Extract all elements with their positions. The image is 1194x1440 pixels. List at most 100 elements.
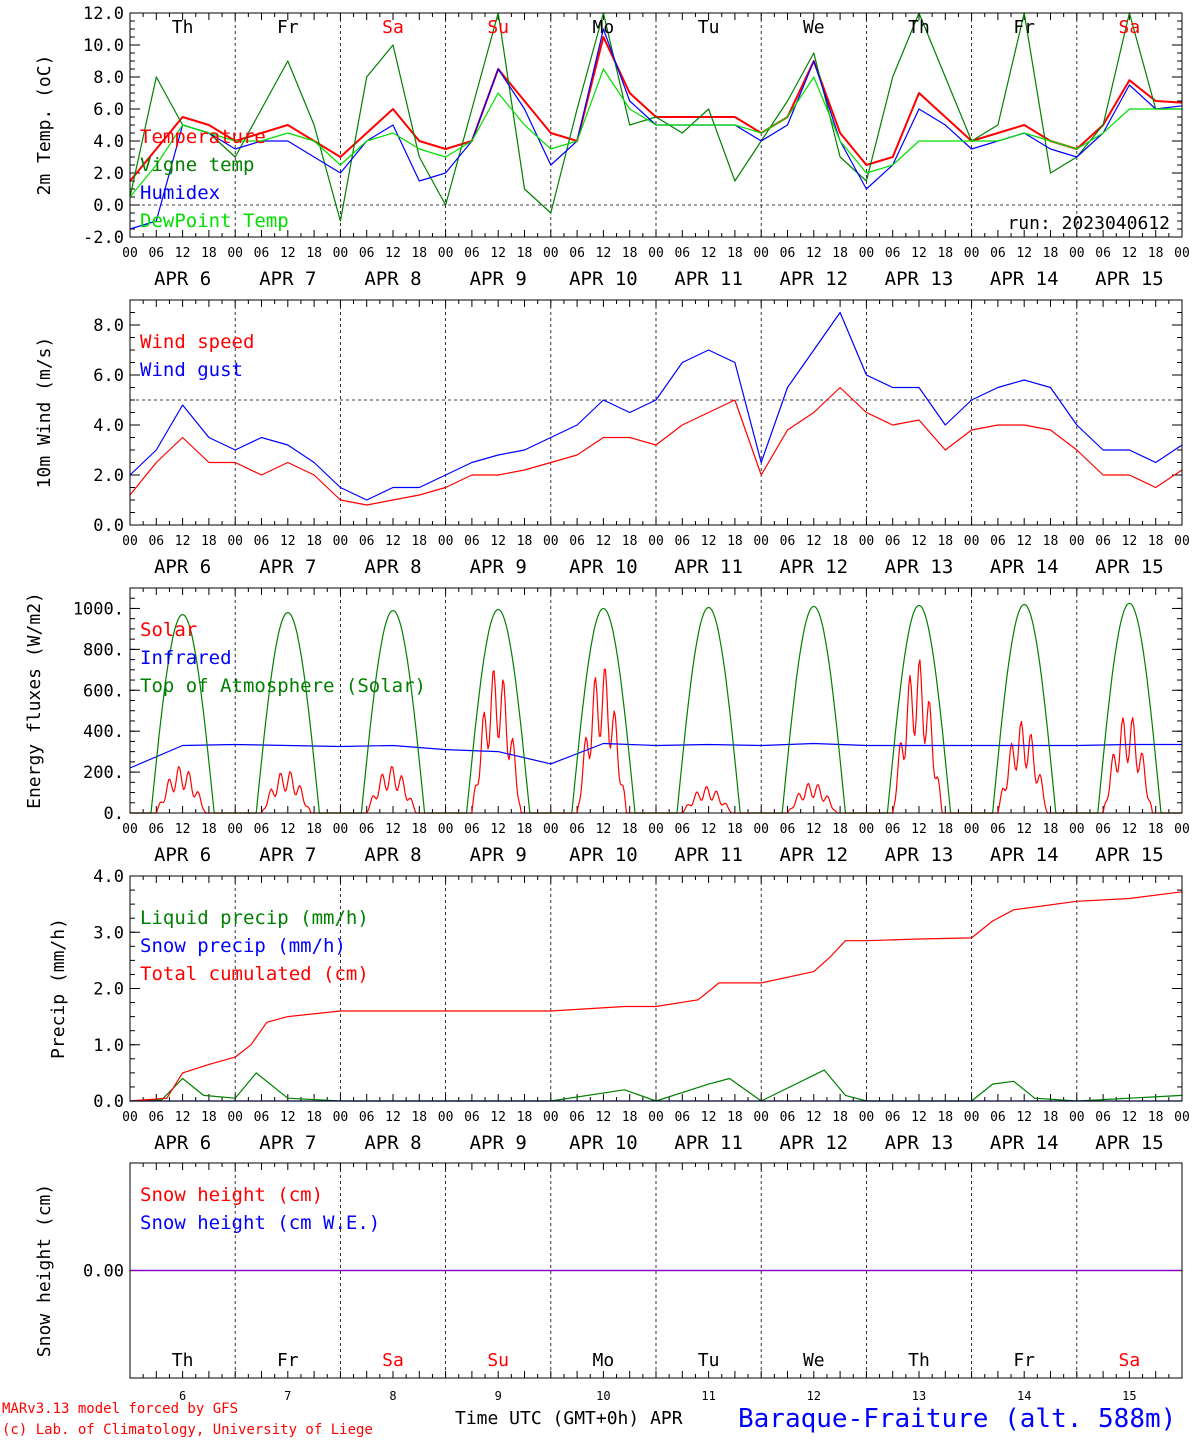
hour-tick-label: 00 xyxy=(438,246,454,261)
date-label: APR 12 xyxy=(779,844,848,866)
hour-tick-label: 00 xyxy=(964,1110,980,1125)
hour-tick-label: 12 xyxy=(596,822,612,837)
hour-tick-label: 00 xyxy=(333,246,349,261)
hour-tick-label: 06 xyxy=(780,822,796,837)
day-of-week-label: We xyxy=(803,17,825,38)
hour-tick-label: 18 xyxy=(832,534,848,549)
hour-tick-label: 18 xyxy=(1043,246,1059,261)
hour-tick-label: 00 xyxy=(438,534,454,549)
hour-tick-label: 06 xyxy=(569,246,585,261)
day-number-label: 6 xyxy=(179,1389,186,1403)
series-line xyxy=(129,311,1183,501)
series-line xyxy=(129,386,1183,506)
hour-tick-label: 00 xyxy=(753,822,769,837)
hour-tick-label: 06 xyxy=(674,822,690,837)
legend-entry: Top of Atmosphere (Solar) xyxy=(140,675,426,697)
hour-tick-label: 06 xyxy=(254,246,270,261)
panel-4: 0.0 1.0 2.0 3.0 4.0 Precip (mm/h) Liquid preci… xyxy=(48,867,1190,1154)
hour-tick-label: 06 xyxy=(674,246,690,261)
hour-tick-label: 12 xyxy=(806,246,822,261)
hour-tick-label: 06 xyxy=(674,1110,690,1125)
day-of-week-label: Su xyxy=(487,1350,509,1371)
hour-tick-label: 12 xyxy=(280,534,296,549)
hour-tick-label: 12 xyxy=(911,1110,927,1125)
hour-tick-label: 12 xyxy=(701,246,717,261)
hour-tick-label: 18 xyxy=(727,1110,743,1125)
y-tick-label: 1.0 xyxy=(93,1036,124,1056)
hour-tick-label: 06 xyxy=(990,1110,1006,1125)
hour-tick-label: 06 xyxy=(990,822,1006,837)
day-of-week-label: Tu xyxy=(698,17,720,38)
day-number-label: 7 xyxy=(284,1389,291,1403)
hour-tick-label: 12 xyxy=(175,246,191,261)
hour-tick-label: 12 xyxy=(385,534,401,549)
hour-tick-label: 18 xyxy=(306,822,322,837)
panel-2: 0.0 2.0 4.0 6.0 8.0 10m Wind (m/s) Wind speed W… xyxy=(34,299,1190,578)
day-of-week-label: We xyxy=(803,1350,825,1371)
date-label: APR 7 xyxy=(259,268,316,290)
hour-tick-label: 12 xyxy=(490,822,506,837)
series-line xyxy=(129,68,1182,198)
date-label: APR 13 xyxy=(885,1132,954,1154)
day-of-week-label: Sa xyxy=(1119,1350,1141,1371)
hour-tick-label: 06 xyxy=(254,534,270,549)
hour-tick-label: 18 xyxy=(1148,822,1164,837)
y-tick-label: 2.0 xyxy=(93,164,124,184)
y-tick-label: 0. xyxy=(104,804,124,824)
hour-tick-label: 06 xyxy=(254,822,270,837)
hour-tick-label: 12 xyxy=(701,534,717,549)
y-axis-label: Precip (mm/h) xyxy=(48,918,69,1059)
hour-tick-label: 18 xyxy=(727,822,743,837)
hour-tick-label: 00 xyxy=(333,1110,349,1125)
hour-tick-label: 18 xyxy=(622,1110,638,1125)
date-label: APR 6 xyxy=(154,556,211,578)
hour-tick-label: 00 xyxy=(964,822,980,837)
legend-entry: Liquid precip (mm/h) xyxy=(140,907,369,929)
date-label: APR 6 xyxy=(154,1132,211,1154)
y-tick-label: 1000. xyxy=(73,599,124,619)
day-number-label: 11 xyxy=(701,1389,715,1403)
hour-tick-label: 00 xyxy=(122,1110,138,1125)
hour-tick-label: 12 xyxy=(1122,534,1138,549)
hour-tick-label: 18 xyxy=(727,246,743,261)
hour-tick-label: 06 xyxy=(464,246,480,261)
hour-tick-label: 12 xyxy=(175,822,191,837)
day-number-label: 10 xyxy=(596,1389,610,1403)
hour-tick-label: 00 xyxy=(859,534,875,549)
date-label: APR 9 xyxy=(470,556,527,578)
panel-5: 0.00 Snow height (cm) Snow height (cm) Snow… xyxy=(34,1162,1183,1403)
y-axis-label: 10m Wind (m/s) xyxy=(34,337,55,489)
day-number-label: 14 xyxy=(1017,1389,1031,1403)
date-label: APR 15 xyxy=(1095,556,1164,578)
y-tick-label: 4.0 xyxy=(93,867,124,887)
day-of-week-label: Fr xyxy=(1013,1350,1035,1371)
hour-tick-label: 06 xyxy=(780,1110,796,1125)
hour-tick-label: 00 xyxy=(1069,534,1085,549)
hour-tick-label: 18 xyxy=(517,246,533,261)
date-label: APR 11 xyxy=(674,268,743,290)
panel-1: -2.0 0.0 2.0 4.0 6.0 8.0 10.0 12.0 2m Temp. (oC)… xyxy=(34,4,1190,290)
hour-tick-label: 18 xyxy=(937,246,953,261)
legend-entry: Wind gust xyxy=(140,359,243,381)
hour-tick-label: 12 xyxy=(1122,246,1138,261)
hour-tick-label: 00 xyxy=(1174,246,1190,261)
hour-tick-label: 12 xyxy=(806,1110,822,1125)
date-label: APR 8 xyxy=(364,268,421,290)
hour-tick-label: 06 xyxy=(569,534,585,549)
y-tick-label: 200. xyxy=(83,763,124,783)
hour-tick-label: 18 xyxy=(622,534,638,549)
legend-entry: Wind speed xyxy=(140,331,254,353)
hour-tick-label: 18 xyxy=(1148,534,1164,549)
day-of-week-label: Fr xyxy=(277,17,299,38)
run-label: run: 2023040612 xyxy=(1007,213,1170,234)
y-tick-label: 400. xyxy=(83,722,124,742)
y-tick-label: 6.0 xyxy=(93,366,124,386)
hour-tick-label: 00 xyxy=(122,246,138,261)
hour-tick-label: 06 xyxy=(359,246,375,261)
hour-tick-label: 12 xyxy=(385,246,401,261)
hour-tick-label: 12 xyxy=(175,534,191,549)
hour-tick-label: 18 xyxy=(517,534,533,549)
hour-tick-label: 12 xyxy=(911,246,927,261)
date-label: APR 13 xyxy=(885,844,954,866)
hour-tick-label: 00 xyxy=(859,1110,875,1125)
